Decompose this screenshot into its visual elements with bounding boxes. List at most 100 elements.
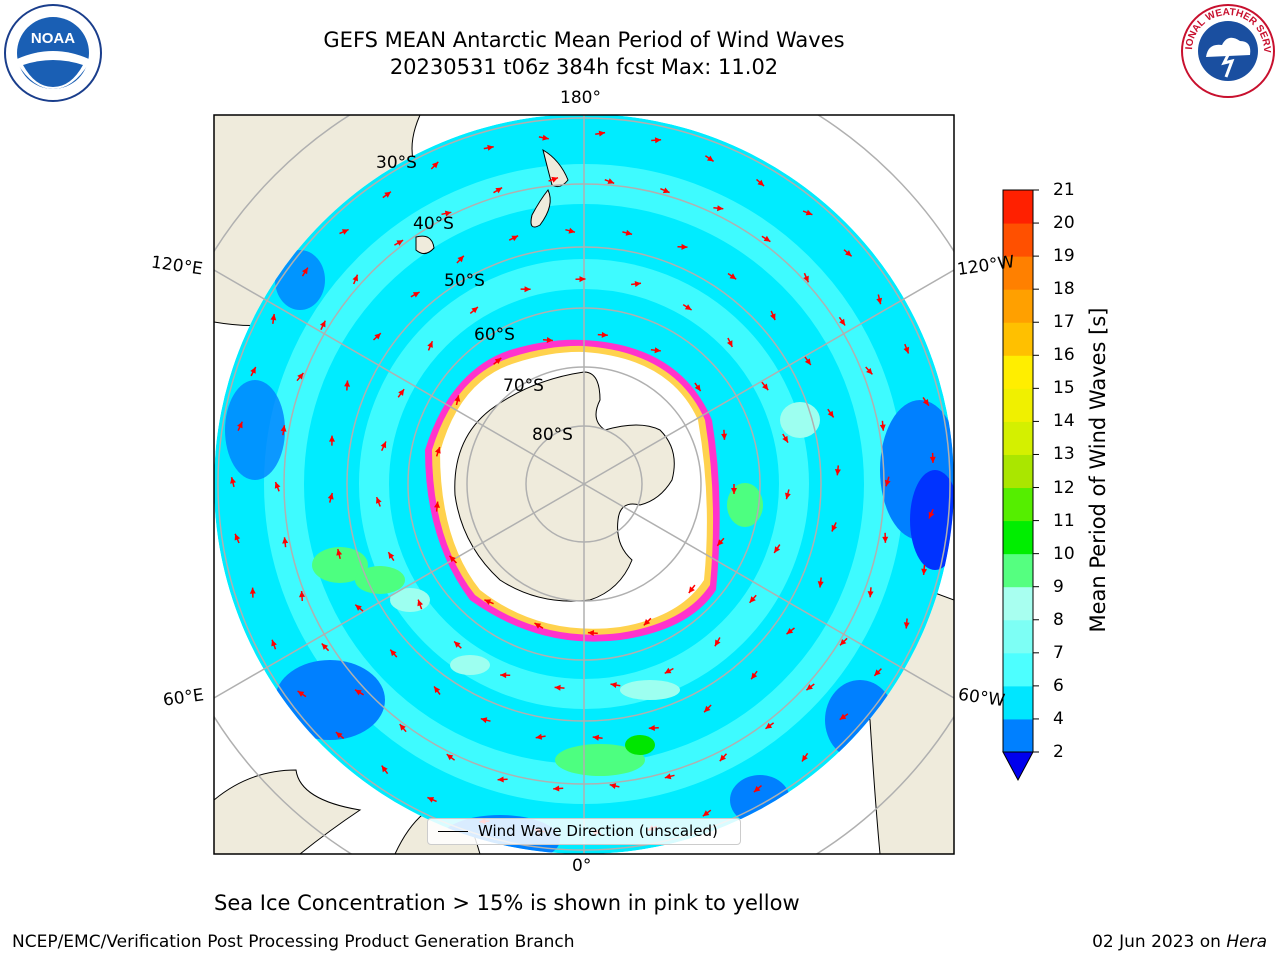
- footer-host: Hera: [1226, 932, 1267, 952]
- tasmania-land: [415, 235, 435, 254]
- wave-direction-arrowhead: [495, 187, 503, 194]
- long-period-patch: [312, 547, 368, 583]
- wave-direction-arrowhead: [484, 599, 492, 605]
- wave-direction-arrowhead: [297, 373, 304, 380]
- wave-direction-arrowhead: [884, 479, 891, 487]
- wave-direction-arrowhead: [702, 810, 710, 817]
- wave-direction-arrowhead: [336, 549, 343, 556]
- wave-direction-arrowhead: [664, 773, 672, 780]
- wave-direction-arrowhead: [719, 754, 726, 762]
- wave-direction-arrowhead: [471, 307, 478, 314]
- colorbar-tick-label: 13: [1053, 444, 1075, 465]
- wave-direction-arrowhead: [717, 205, 724, 212]
- wave-direction-arrowhead: [384, 191, 391, 198]
- wave-direction-arrowhead: [643, 619, 651, 626]
- wave-direction-arrowhead: [601, 331, 608, 338]
- wave-direction-arrowhead: [297, 691, 305, 697]
- colorbar-tick-label: 8: [1053, 609, 1064, 630]
- wave-direction-arrowhead: [876, 297, 883, 305]
- wave-direction-arrowhead: [302, 267, 308, 275]
- wave-direction-arrowhead: [731, 488, 737, 494]
- wave-direction-arrowhead: [250, 367, 256, 374]
- wave-direction-arrowhead: [765, 722, 773, 729]
- wave-direction-arrowhead: [707, 155, 714, 162]
- wave-direction-arrowhead: [234, 533, 241, 541]
- footer-date-text: 02 Jun 2023 on: [1092, 932, 1227, 952]
- colorbar-segment: [1003, 355, 1033, 389]
- noaa-logo: NOAA: [4, 4, 102, 102]
- colorbar-segment: [1003, 388, 1033, 422]
- colorbar-segment: [1003, 553, 1033, 588]
- wave-direction-arrowhead: [480, 717, 488, 724]
- colorbar-tick-label: 16: [1053, 345, 1075, 366]
- wave-direction-arrowhead: [487, 144, 494, 151]
- wave-direction-arrowhead: [729, 273, 737, 280]
- colorbar-segment: [1003, 190, 1033, 224]
- wave-direction-arrowhead: [654, 137, 662, 144]
- wave-direction-arrowhead: [494, 357, 502, 364]
- wave-direction-arrowhead: [866, 368, 873, 375]
- wave-direction-arrowhead: [749, 596, 756, 603]
- wave-direction-arrowhead: [427, 341, 433, 348]
- wave-direction-arrowhead: [568, 227, 575, 234]
- wave-direction-arrowhead: [497, 776, 504, 783]
- wave-direction-arrowhead: [374, 333, 381, 340]
- wave-direction-arrowhead: [434, 686, 441, 693]
- wave-direction-arrowhead: [662, 187, 670, 194]
- wave-direction-arrowhead: [329, 435, 335, 442]
- colorbar-segment: [1003, 421, 1033, 455]
- wave-direction-arrowhead: [827, 410, 834, 418]
- colorbar-segment: [1003, 322, 1033, 356]
- wave-direction-arrowhead: [500, 672, 507, 679]
- wave-direction-arrowhead: [271, 639, 277, 647]
- wave-direction-arrowhead: [751, 672, 758, 680]
- lon-label-0: 0°: [572, 856, 592, 876]
- wave-direction-arrowhead: [579, 276, 586, 283]
- wave-direction-arrowhead: [534, 623, 542, 629]
- map-subtitle-forecast: 20230531 t06z 384h fcst Max: 11.02: [389, 55, 779, 79]
- wave-direction-arrowhead: [542, 134, 549, 141]
- sea-ice-note: Sea Ice Concentration > 15% is shown in …: [214, 891, 800, 915]
- wave-direction-arrowhead: [280, 425, 287, 432]
- wave-direction-arrowhead: [921, 568, 928, 575]
- colorbar-segment: [1003, 619, 1033, 654]
- wave-direction-arrowhead: [648, 725, 655, 731]
- graticule: [214, 115, 954, 854]
- wave-direction-arrowhead: [381, 765, 388, 773]
- wave-direction-arrowhead: [444, 210, 452, 217]
- wave-direction-arrowhead: [230, 477, 236, 484]
- wave-direction-arrowhead: [903, 622, 910, 629]
- national-weather-service-logo: NATIONAL WEATHER SERVICE: [1180, 3, 1275, 98]
- colorbar-segment: [1003, 223, 1033, 257]
- wave-direction-arrowhead: [839, 713, 847, 720]
- colorbar-tick-label: 19: [1053, 246, 1075, 267]
- wave-direction-arrowhead: [903, 346, 910, 354]
- wave-direction-arrowhead: [449, 555, 456, 563]
- wave-direction-arrowhead: [609, 783, 617, 789]
- wave-direction-arrowhead: [684, 304, 692, 310]
- lat-label-50s: 50°S: [444, 271, 485, 291]
- wave-direction-arrowhead: [717, 539, 724, 546]
- wave-direction-arrowhead: [454, 395, 461, 402]
- wave-direction-arrowhead: [922, 399, 929, 406]
- wind-wave-arrows: [230, 130, 936, 836]
- colorbar-segment: [1003, 586, 1033, 621]
- wave-direction-arrowhead: [554, 684, 561, 691]
- colorbar-tick-label: 12: [1053, 477, 1075, 498]
- africa-land: [214, 769, 362, 854]
- wave-direction-arrowhead: [721, 433, 728, 440]
- wave-direction-arrowhead: [688, 586, 695, 593]
- wave-direction-arrowhead: [320, 320, 326, 328]
- colorbar-segment: [1003, 487, 1033, 522]
- wave-direction-arrowhead: [417, 599, 423, 607]
- wave-direction-arrowhead: [249, 587, 256, 594]
- colorbar-label: Mean Period of Wind Waves [s]: [1086, 307, 1110, 633]
- wave-direction-arrowhead: [270, 314, 277, 321]
- wave-direction-arrowhead: [834, 469, 841, 476]
- colorbar-tick-label: 10: [1053, 543, 1075, 564]
- wave-direction-arrowhead: [237, 421, 243, 429]
- colorbar-tick-label: 14: [1053, 411, 1075, 432]
- wave-direction-arrowhead: [929, 456, 936, 463]
- map-frame: [213, 114, 955, 855]
- new-zealand-land: [530, 148, 569, 228]
